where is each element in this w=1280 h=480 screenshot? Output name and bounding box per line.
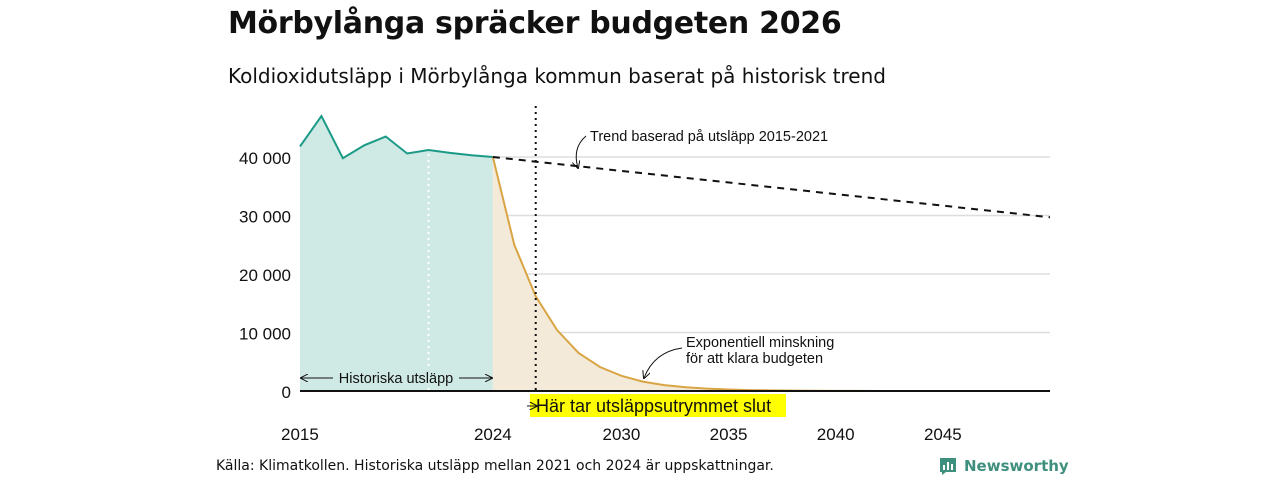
historical-label-backdrop bbox=[333, 368, 459, 388]
chart-title: Mörbylånga spräcker budgeten 2026 bbox=[228, 6, 842, 41]
brand-logo[interactable]: Newsworthy bbox=[938, 456, 1069, 476]
x-tick-label: 2045 bbox=[924, 425, 962, 444]
historical-area bbox=[300, 116, 493, 392]
x-tick-label: 2030 bbox=[603, 425, 641, 444]
historical-line bbox=[299, 114, 493, 160]
y-tick-label: 30 000 bbox=[239, 208, 291, 227]
historical-annotation: Historiska utsläpp bbox=[339, 371, 453, 387]
reduction-area bbox=[492, 157, 1050, 391]
y-tick-label: 40 000 bbox=[239, 149, 291, 168]
y-tick-label: 0 bbox=[282, 383, 291, 402]
brand-name: Newsworthy bbox=[964, 457, 1069, 475]
source-note: Källa: Klimatkollen. Historiska utsläpp … bbox=[216, 458, 774, 474]
trend-line bbox=[492, 156, 1051, 219]
trend-annotation: Trend baserad på utsläpp 2015-2021 bbox=[590, 129, 828, 145]
newsworthy-logo-icon bbox=[940, 458, 956, 475]
exponential-annotation-arrow bbox=[644, 347, 683, 378]
x-tick-label: 2040 bbox=[817, 425, 855, 444]
y-tick-label: 10 000 bbox=[239, 325, 291, 344]
chart-subtitle: Koldioxidutsläpp i Mörbylånga kommun bas… bbox=[228, 64, 886, 88]
exponential-annotation-line1: Exponentiell minskning bbox=[686, 335, 834, 351]
budget-end-highlight bbox=[530, 394, 786, 417]
x-tick-label: 2035 bbox=[710, 425, 748, 444]
y-tick-label: 20 000 bbox=[239, 266, 291, 285]
trend-annotation-arrow bbox=[576, 135, 587, 168]
exponential-annotation-line2: för att klara budgeten bbox=[686, 351, 823, 367]
x-tick-label: 2024 bbox=[474, 425, 512, 444]
budget-end-label: Här tar utsläppsutrymmet slut bbox=[536, 396, 771, 416]
x-tick-label: 2015 bbox=[281, 425, 319, 444]
